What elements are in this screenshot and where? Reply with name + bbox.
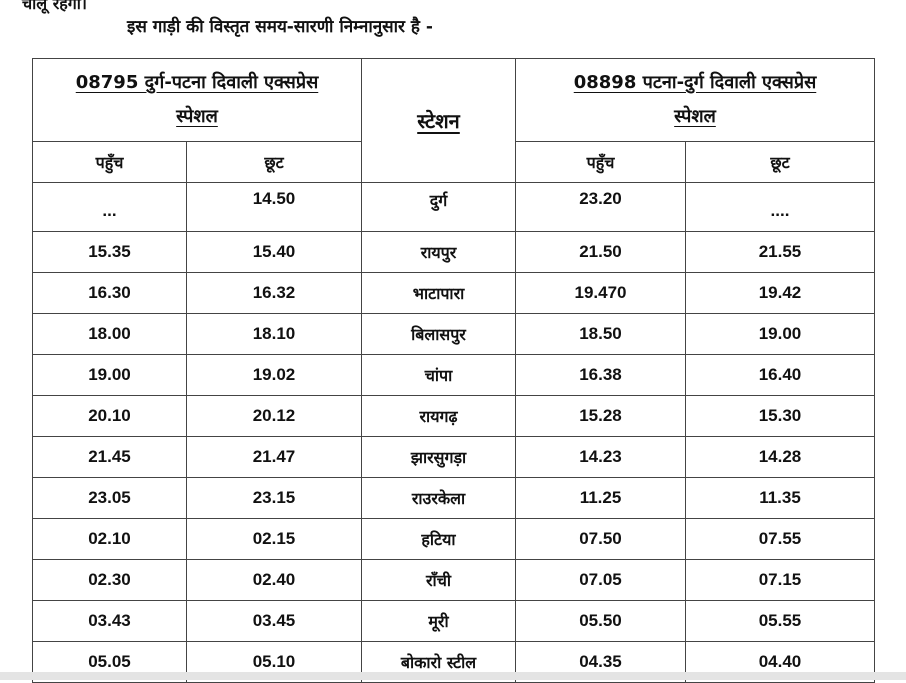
left-arrival-cell: ... (32, 182, 187, 232)
intro-heading: इस गाड़ी की विस्तृत समय-सारणी निम्नानुसा… (127, 17, 433, 37)
right-arrival-cell: 23.20 (515, 182, 686, 232)
station-cell: भाटापारा (361, 272, 516, 314)
timetable: 08795 दुर्ग-पटना दिवाली एक्सप्रेस स्पेशल… (32, 58, 875, 683)
right-departure-cell: 15.30 (685, 395, 875, 437)
right-departure-cell: 21.55 (685, 231, 875, 273)
right-train-name: 08898 पटना-दुर्ग दिवाली एक्सप्रेस (573, 72, 817, 93)
right-train-header: 08898 पटना-दुर्ग दिवाली एक्सप्रेस स्पेशल (515, 58, 875, 142)
table-row: 23.05 23.15 राउरकेला 11.25 11.35 (32, 477, 875, 519)
left-departure-cell: 15.40 (186, 231, 362, 273)
left-departure-cell: 02.15 (186, 518, 362, 560)
station-cell: बिलासपुर (361, 313, 516, 355)
left-arrival-cell: 16.30 (32, 272, 187, 314)
left-arrival-cell: 21.45 (32, 436, 187, 478)
table-row: 18.00 18.10 बिलासपुर 18.50 19.00 (32, 313, 875, 355)
table-row: ... 14.50 दुर्ग 23.20.... (32, 182, 875, 232)
left-train-name: 08795 दुर्ग-पटना दिवाली एक्सप्रेस (75, 72, 319, 93)
right-departure-cell: 16.40 (685, 354, 875, 396)
left-arrival-cell: 20.10 (32, 395, 187, 437)
left-departure-cell: 20.12 (186, 395, 362, 437)
right-departure-header: छूट (685, 141, 875, 183)
right-arrival-cell: 16.38 (515, 354, 686, 396)
left-departure-cell: 02.40 (186, 559, 362, 601)
left-arrival-cell: 19.00 (32, 354, 187, 396)
right-departure-cell: 11.35 (685, 477, 875, 519)
station-cell: मूरी (361, 600, 516, 642)
table-row: 02.30 02.40 रॉंची 07.05 07.15 (32, 559, 875, 601)
right-arrival-cell: 07.05 (515, 559, 686, 601)
right-departure-cell: .... (685, 182, 875, 232)
right-departure-cell: 14.28 (685, 436, 875, 478)
left-arrival-cell: 18.00 (32, 313, 187, 355)
right-arrival-cell: 15.28 (515, 395, 686, 437)
right-arrival-header: पहुँच (515, 141, 686, 183)
table-row: 21.45 21.47 झारसुगड़ा 14.23 14.28 (32, 436, 875, 478)
right-departure-cell: 07.15 (685, 559, 875, 601)
left-train-special: स्पेशल (176, 106, 218, 127)
sub-header-row: पहुँच छूट पहुँच छूट (32, 141, 875, 183)
station-cell: रॉंची (361, 559, 516, 601)
left-departure-cell: 03.45 (186, 600, 362, 642)
cut-off-text: चालू रहेगी। (22, 0, 87, 13)
station-cell: दुर्ग (361, 182, 516, 232)
left-arrival-cell: 02.30 (32, 559, 187, 601)
right-train-special: स्पेशल (674, 106, 716, 127)
station-header: स्टेशन (361, 58, 516, 183)
right-departure-cell: 05.55 (685, 600, 875, 642)
station-cell: रायगढ़ (361, 395, 516, 437)
left-arrival-cell: 15.35 (32, 231, 187, 273)
left-departure-cell: 18.10 (186, 313, 362, 355)
table-row: 19.00 19.02 चांपा 16.38 16.40 (32, 354, 875, 396)
right-arrival-cell: 14.23 (515, 436, 686, 478)
left-departure-cell: 21.47 (186, 436, 362, 478)
right-departure-cell: 07.55 (685, 518, 875, 560)
table-row: 15.35 15.40 रायपुर 21.50 21.55 (32, 231, 875, 273)
right-departure-cell: 19.00 (685, 313, 875, 355)
right-arrival-cell: 11.25 (515, 477, 686, 519)
station-cell: रायपुर (361, 231, 516, 273)
station-header-label: स्टेशन (417, 109, 460, 133)
station-cell: हटिया (361, 518, 516, 560)
left-arrival-cell: 03.43 (32, 600, 187, 642)
left-arrival-cell: 02.10 (32, 518, 187, 560)
left-arrival-cell: 23.05 (32, 477, 187, 519)
right-departure-cell: 19.42 (685, 272, 875, 314)
table-row: 02.10 02.15 हटिया 07.50 07.55 (32, 518, 875, 560)
station-cell: चांपा (361, 354, 516, 396)
right-arrival-cell: 18.50 (515, 313, 686, 355)
left-departure-cell: 19.02 (186, 354, 362, 396)
bottom-edge-bar (0, 672, 906, 680)
group-header-row: 08795 दुर्ग-पटना दिवाली एक्सप्रेस स्पेशल… (32, 58, 875, 183)
right-arrival-cell: 07.50 (515, 518, 686, 560)
left-departure-header: छूट (186, 141, 362, 183)
table-row: 16.30 16.32 भाटापारा 19.470 19.42 (32, 272, 875, 314)
left-departure-cell: 16.32 (186, 272, 362, 314)
right-arrival-cell: 19.470 (515, 272, 686, 314)
left-departure-cell: 23.15 (186, 477, 362, 519)
left-arrival-header: पहुँच (32, 141, 187, 183)
right-arrival-cell: 05.50 (515, 600, 686, 642)
station-cell: राउरकेला (361, 477, 516, 519)
left-train-header: 08795 दुर्ग-पटना दिवाली एक्सप्रेस स्पेशल (32, 58, 362, 142)
left-departure-cell: 14.50 (186, 182, 362, 232)
table-row: 03.43 03.45 मूरी 05.50 05.55 (32, 600, 875, 642)
right-arrival-cell: 21.50 (515, 231, 686, 273)
station-cell: झारसुगड़ा (361, 436, 516, 478)
table-row: 20.10 20.12 रायगढ़ 15.28 15.30 (32, 395, 875, 437)
